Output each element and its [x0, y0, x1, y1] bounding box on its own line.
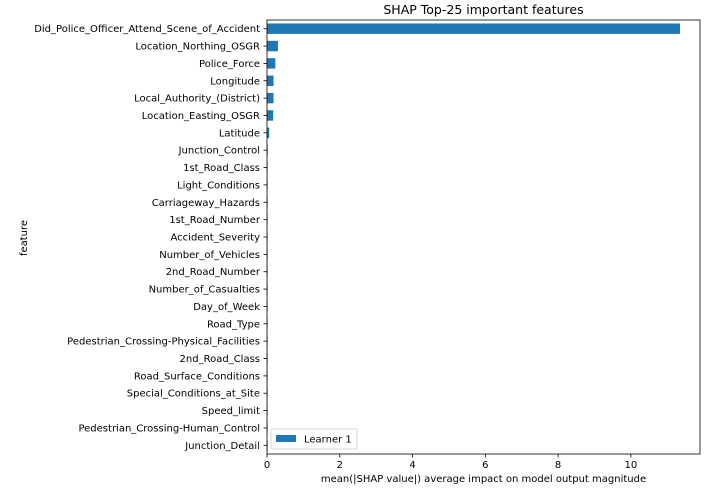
y-tick-label: Number_of_Vehicles [159, 250, 260, 261]
x-axis-ticks: 0 2 4 6 8 10 [264, 454, 637, 471]
y-tick-label: Police_Force [199, 59, 260, 70]
bars-group [267, 23, 680, 451]
x-tick-label: 8 [555, 460, 561, 471]
chart-title: SHAP Top-25 important features [383, 2, 583, 17]
bar-location-northing-osgr [267, 40, 278, 52]
y-tick-label: Junction_Detail [184, 441, 260, 452]
bar-location-easting-osgr [267, 110, 274, 121]
y-tick-label: 2nd_Road_Number [166, 267, 261, 278]
bar-local-authority-district [267, 92, 274, 104]
y-tick-label: Latitude [219, 128, 260, 139]
bar-did-police-officer-attend-scene-of-accident [267, 23, 680, 34]
y-tick-label: Road_Type [207, 319, 260, 330]
y-tick-label: Carriageway_Hazards [152, 198, 260, 209]
legend-swatch-learner-1 [276, 435, 296, 442]
y-tick-label: 1st_Road_Class [183, 163, 260, 174]
y-tick-label: Accident_Severity [171, 233, 261, 244]
bar-latitude [267, 127, 270, 139]
y-axis-ticks: Did_Police_Officer_Attend_Scene_of_Accid… [34, 24, 267, 452]
x-axis-label: mean(|SHAP value|) average impact on mod… [321, 474, 646, 485]
x-tick-label: 2 [337, 460, 343, 471]
x-tick-label: 10 [624, 460, 637, 471]
legend-box [270, 428, 358, 450]
y-tick-label: 1st_Road_Number [169, 215, 261, 226]
bar-police-force [267, 58, 276, 69]
y-tick-label: Location_Easting_OSGR [142, 111, 260, 122]
x-tick-label: 4 [409, 460, 415, 471]
y-tick-label: Did_Police_Officer_Attend_Scene_of_Accid… [34, 24, 260, 35]
y-tick-label: Number_of_Casualties [149, 285, 260, 296]
y-tick-label: Pedestrian_Crossing-Human_Control [78, 423, 260, 434]
y-tick-label: Pedestrian_Crossing-Physical_Facilities [67, 337, 260, 348]
legend: Learner 1 [270, 428, 358, 450]
y-tick-label: Junction_Control [178, 146, 260, 157]
y-tick-label: Road_Surface_Conditions [134, 371, 260, 382]
y-tick-label: Longitude [210, 76, 260, 87]
y-axis-label: feature [19, 220, 30, 256]
legend-label-learner-1: Learner 1 [304, 435, 352, 446]
y-tick-label: Day_of_Week [193, 302, 260, 313]
plot-frame [266, 19, 701, 455]
bar-longitude [267, 75, 274, 86]
y-tick-label: Location_Northing_OSGR [135, 42, 260, 53]
x-tick-label: 0 [264, 460, 270, 471]
y-tick-label: Light_Conditions [177, 180, 260, 191]
y-tick-label: Speed_limit [202, 406, 260, 417]
y-tick-label: Special_Conditions_at_Site [127, 389, 260, 400]
y-tick-label: Local_Authority_(District) [134, 94, 260, 105]
x-tick-label: 6 [482, 460, 488, 471]
y-tick-label: 2nd_Road_Class [180, 354, 260, 365]
